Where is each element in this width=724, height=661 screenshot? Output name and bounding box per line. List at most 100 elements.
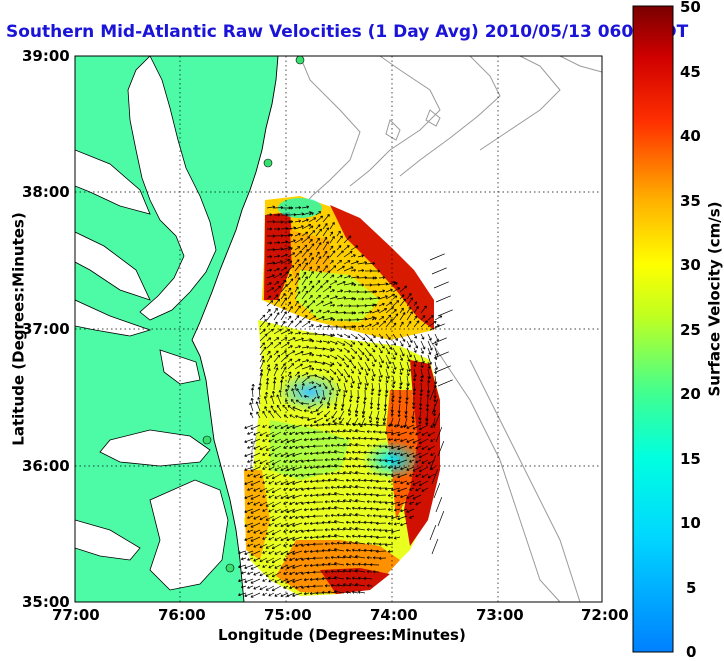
velocity-arrow bbox=[321, 493, 331, 497]
velocity-arrow bbox=[294, 277, 301, 286]
velocity-arrow bbox=[315, 265, 320, 272]
x-tick-76: 76:00 bbox=[158, 606, 206, 624]
velocity-arrow bbox=[357, 283, 365, 287]
velocity-arrow bbox=[274, 494, 282, 499]
velocity-arrow bbox=[384, 459, 394, 463]
velocity-arrow bbox=[273, 260, 283, 265]
velocity-arrow bbox=[375, 451, 387, 455]
velocity-arrow bbox=[412, 494, 422, 500]
velocity-arrow bbox=[350, 354, 355, 360]
velocity-arrow bbox=[280, 494, 289, 500]
velocity-arrow bbox=[250, 508, 261, 514]
velocity-arrow bbox=[286, 466, 296, 472]
velocity-arrow bbox=[294, 331, 302, 335]
velocity-arrow bbox=[309, 577, 317, 582]
velocity-arrow bbox=[295, 431, 303, 436]
velocity-arrow bbox=[342, 527, 352, 531]
velocity-arrow bbox=[273, 294, 279, 300]
velocity-arrow bbox=[406, 320, 412, 328]
velocity-arrow bbox=[385, 301, 393, 307]
velocity-arrow bbox=[289, 473, 296, 477]
velocity-arrow bbox=[390, 410, 394, 417]
velocity-arrow bbox=[384, 529, 394, 533]
velocity-arrow bbox=[309, 507, 317, 512]
velocity-arrow bbox=[385, 347, 390, 355]
velocity-arrow bbox=[273, 227, 281, 231]
velocity-arrow bbox=[375, 507, 387, 511]
velocity-arrow bbox=[324, 486, 331, 490]
velocity-arrow bbox=[312, 528, 324, 532]
velocity-arrow bbox=[354, 555, 366, 559]
velocity-arrow bbox=[280, 550, 289, 556]
velocity-arrow bbox=[351, 590, 359, 594]
velocity-arrow bbox=[303, 592, 310, 596]
velocity-arrow bbox=[336, 354, 345, 361]
velocity-arrow bbox=[364, 382, 368, 391]
velocity-arrow bbox=[280, 320, 286, 328]
velocity-arrow bbox=[378, 375, 382, 383]
velocity-arrow bbox=[392, 295, 398, 300]
velocity-arrow bbox=[406, 466, 415, 471]
velocity-arrow bbox=[321, 521, 331, 525]
velocity-arrow bbox=[336, 333, 343, 338]
velocity-arrow bbox=[301, 376, 310, 384]
velocity-arrow bbox=[333, 533, 345, 538]
velocity-arrow bbox=[350, 297, 357, 301]
velocity-arrow bbox=[342, 499, 352, 503]
velocity-arrow bbox=[409, 445, 415, 449]
velocity-arrow bbox=[247, 445, 254, 449]
velocity-arrow bbox=[294, 363, 303, 370]
velocity-arrow bbox=[279, 379, 284, 391]
velocity-arrow bbox=[276, 394, 282, 405]
albemarle-sound bbox=[99, 429, 211, 467]
velocity-arrow bbox=[322, 241, 329, 251]
velocity-arrow bbox=[322, 227, 329, 237]
velocity-arrow bbox=[262, 480, 268, 484]
velocity-arrow bbox=[322, 389, 326, 401]
velocity-arrow bbox=[295, 487, 303, 492]
velocity-arrow bbox=[437, 440, 445, 457]
velocity-arrow bbox=[384, 445, 394, 449]
velocity-arrow bbox=[393, 480, 401, 484]
velocity-arrow bbox=[400, 466, 408, 471]
x-tick-74: 74:00 bbox=[370, 606, 418, 624]
velocity-arrow bbox=[273, 267, 280, 272]
velocity-arrow bbox=[312, 458, 324, 462]
velocity-arrow bbox=[266, 322, 271, 328]
colorbar-tick-35: 35 bbox=[680, 192, 701, 210]
map-title: Southern Mid-Atlantic Raw Velocities (1 … bbox=[6, 22, 689, 42]
velocity-arrow bbox=[256, 411, 261, 419]
velocity-arrow bbox=[345, 576, 352, 580]
velocity-arrow bbox=[406, 293, 412, 300]
velocity-arrow bbox=[364, 375, 369, 386]
velocity-arrow bbox=[433, 482, 441, 499]
velocity-arrow bbox=[250, 424, 261, 430]
velocity-arrow bbox=[415, 487, 422, 492]
velocity-arrow bbox=[295, 473, 303, 478]
velocity-arrow bbox=[287, 260, 293, 265]
velocity-arrow bbox=[348, 410, 352, 416]
velocity-arrow bbox=[333, 589, 345, 594]
velocity-arrow bbox=[289, 414, 296, 419]
velocity-arrow bbox=[351, 548, 359, 552]
velocity-arrow bbox=[292, 466, 303, 471]
velocity-arrow bbox=[371, 340, 378, 348]
velocity-arrow bbox=[321, 507, 331, 511]
radar-sites bbox=[202, 56, 305, 573]
velocity-arrow bbox=[268, 438, 275, 443]
velocity-arrow bbox=[289, 557, 296, 561]
velocity-arrow bbox=[322, 223, 328, 230]
velocity-arrow bbox=[250, 438, 261, 444]
velocity-arrow bbox=[339, 417, 345, 424]
velocity-arrow bbox=[412, 375, 417, 382]
velocity-arrow bbox=[294, 371, 300, 377]
velocity-arrow bbox=[312, 584, 324, 588]
velocity-arrow bbox=[315, 339, 323, 344]
velocity-arrow bbox=[268, 508, 275, 513]
velocity-arrow bbox=[274, 480, 282, 485]
velocity-arrow bbox=[378, 556, 387, 560]
velocity-arrow bbox=[357, 562, 366, 566]
velocity-arrow bbox=[342, 569, 352, 573]
velocity-arrow bbox=[303, 394, 310, 398]
velocity-arrow bbox=[280, 311, 287, 321]
